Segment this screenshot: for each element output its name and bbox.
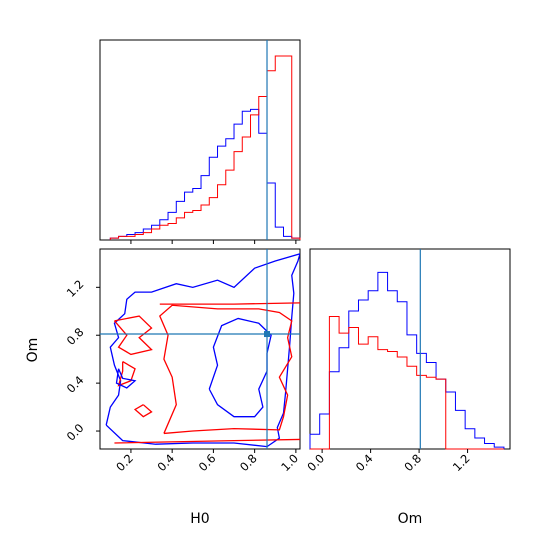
om-ytick-label: 0.8 [64, 325, 87, 348]
om-ytick-label: 0.0 [64, 421, 87, 444]
om-histogram-red [310, 316, 504, 450]
h0-histogram-blue [109, 108, 301, 240]
om-ytick-label: 0.4 [64, 373, 87, 396]
contour-group [105, 253, 300, 448]
h0-om-contour-layer [100, 249, 300, 449]
h0-histogram-red [109, 55, 301, 240]
h0-xtick-label: 1.0 [278, 451, 301, 474]
om-histogram-blue [309, 271, 505, 449]
contour-red-2 [114, 438, 300, 444]
h0-om-contour-frame [99, 248, 301, 450]
truth-marker [264, 331, 271, 338]
contour-red-3 [159, 302, 300, 305]
h0-xtick-label: 0.6 [196, 451, 219, 474]
h0-xtick-label: 0.8 [237, 451, 260, 474]
h0-histogram-layer [109, 40, 301, 240]
x-axis-label-h0: H0 [190, 511, 209, 527]
om-xtick-label: 1.2 [450, 451, 473, 474]
ticks-layer: 0.2 0.4 0.6 0.8 1.00.00.40.81.20.0 0.4 0.8 1.2 [64, 240, 473, 474]
contour-blue-8 [115, 368, 137, 389]
h0-histogram-frame [99, 39, 301, 241]
om-xtick-label: 0.4 [353, 451, 376, 474]
y-axis-label-om: Om [25, 338, 41, 363]
contour-blue-1 [208, 317, 272, 418]
contour-red-6 [117, 361, 136, 387]
contour-red-4 [159, 304, 293, 435]
x-axis-label-om: Om [398, 511, 423, 527]
h0-xtick-label: 0.4 [154, 451, 177, 474]
om-ytick-label: 1.2 [64, 277, 87, 300]
contour-blue-0 [105, 253, 300, 448]
contour-red-7 [133, 404, 153, 418]
h0-xtick-label: 0.2 [113, 451, 136, 474]
om-xtick-label: 0.8 [401, 451, 424, 474]
om-xtick-label: 0.0 [304, 451, 327, 474]
contour-red-5 [113, 315, 153, 356]
om-histogram-layer [309, 249, 505, 450]
om-histogram-frame [309, 248, 511, 450]
